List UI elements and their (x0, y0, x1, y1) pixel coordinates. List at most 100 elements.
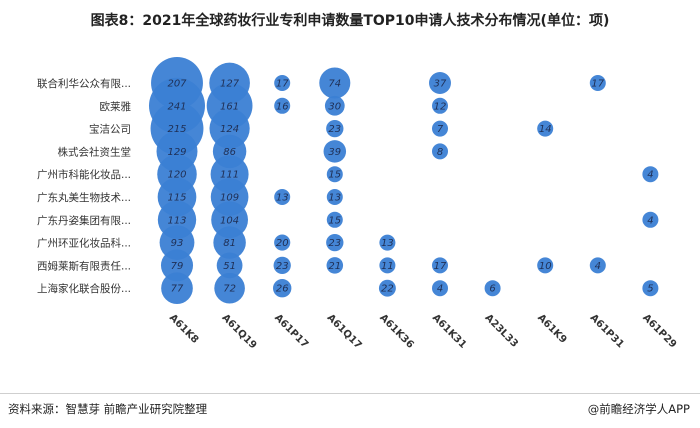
bubble (537, 120, 554, 137)
chart-title: 图表8：2021年全球药妆行业专利申请数量TOP10申请人技术分布情况(单位：项… (90, 13, 610, 29)
x-tick-label: A61Q19 (219, 312, 258, 351)
bubble-value-label: 22 (381, 284, 394, 295)
bubble-value-label: 30 (328, 101, 341, 112)
bubble (319, 67, 351, 99)
bubble-value-label: 86 (223, 147, 236, 158)
bubble (326, 257, 344, 274)
bubble-value-label: 17 (591, 79, 604, 90)
bubble-value-label: 93 (171, 238, 184, 249)
bubble-value-label: 10 (539, 261, 552, 272)
x-tick-label: A61K8 (167, 312, 201, 346)
bubble-value-label: 17 (434, 261, 447, 272)
bubble (429, 72, 451, 94)
bubble (273, 256, 291, 275)
bubble (214, 272, 245, 304)
bubble-value-label: 7 (437, 124, 444, 135)
bubble (432, 257, 448, 274)
bubble-value-label: 20 (276, 238, 289, 249)
bubble (213, 226, 246, 259)
bubble (211, 201, 248, 239)
bubble-value-label: 51 (223, 261, 236, 272)
bubble (326, 233, 344, 252)
bubble-value-label: 15 (328, 215, 341, 226)
bubble (326, 166, 343, 183)
bubble (161, 272, 193, 305)
bubble-value-label: 8 (437, 147, 443, 158)
y-tick-label: 广州环亚化妆品科... (37, 237, 131, 250)
bubble-value-label: 23 (276, 261, 289, 272)
bubble-value-label: 13 (328, 193, 341, 204)
x-tick-label: A61P29 (640, 312, 678, 350)
bubble (379, 234, 396, 251)
bubble-value-label: 12 (434, 101, 447, 112)
bubbles (149, 57, 659, 305)
y-tick-label: 广州市科能化妆品... (37, 168, 131, 181)
bubble (326, 119, 344, 138)
bubble-value-label: 37 (434, 79, 447, 90)
bubble-value-label: 39 (328, 147, 341, 158)
y-tick-label: 宝洁公司 (89, 123, 131, 136)
bubble-value-label: 4 (647, 215, 653, 226)
bubble (432, 120, 448, 137)
bubble-value-label: 5 (647, 284, 653, 295)
bubble (151, 57, 203, 109)
y-tick-label: 欧莱雅 (100, 100, 132, 113)
bubble (274, 234, 291, 251)
x-tick-label: A23L33 (482, 312, 519, 349)
bubble-value-label: 113 (167, 215, 186, 226)
bubble (432, 143, 448, 160)
bubble-value-label: 23 (328, 124, 341, 135)
x-tick-label: A61P17 (272, 312, 310, 350)
bubble-value-label: 23 (328, 238, 341, 249)
bubble-value-label: 14 (539, 124, 552, 135)
x-tick-label: A61Q17 (325, 312, 364, 351)
y-tick-label: 西姆莱斯有限责任... (37, 259, 131, 272)
x-tick-label: A61K36 (377, 312, 415, 350)
bubble-value-label: 13 (276, 193, 289, 204)
bubble (212, 134, 247, 169)
y-tick-label: 广东丸美生物技术... (37, 191, 131, 204)
bubble-value-label: 26 (276, 284, 289, 295)
bubble-value-label: 161 (220, 101, 239, 112)
bubble-value-label: 207 (167, 79, 187, 90)
bubble (209, 62, 250, 104)
bubble-value-label: 6 (489, 284, 495, 295)
bubble-value-label: 74 (328, 79, 341, 90)
bubble (589, 75, 606, 91)
bubble (432, 97, 448, 114)
bubble-value-label: 124 (220, 124, 239, 135)
y-tick-label: 联合利华公众有限... (37, 77, 131, 90)
bubble (216, 252, 243, 279)
y-tick-label: 株式会社资生堂 (58, 145, 132, 158)
bubble-value-label: 17 (276, 79, 289, 90)
bubble-value-label: 16 (276, 101, 289, 112)
y-tick-label: 上海家化联合股份... (37, 282, 131, 295)
bubble-value-label: 129 (167, 147, 186, 158)
bubble (274, 189, 291, 205)
bubble (326, 189, 343, 205)
x-tick-label: A61K31 (430, 312, 468, 350)
bubble-value-label: 21 (328, 261, 341, 272)
bubble-value-label: 111 (220, 170, 239, 181)
bubble (589, 257, 606, 274)
bubble (537, 257, 554, 274)
bubble (274, 75, 291, 91)
bubble-value-label: 13 (381, 238, 394, 249)
bubble-value-label: 11 (381, 261, 394, 272)
bubble (484, 280, 501, 297)
bubble (160, 249, 194, 282)
bubble-value-label: 72 (223, 284, 236, 295)
x-axis-labels: A61K8 A61Q19 A61P17 A61Q17 A61K36 A61K31 A23L3… (167, 312, 679, 351)
bubble-value-label: 127 (220, 79, 240, 90)
bubble (326, 211, 343, 228)
bubble-value-label: 241 (167, 101, 186, 112)
bubble-value-label: 4 (595, 261, 601, 272)
bubble-value-label: 77 (171, 284, 184, 295)
bubble (159, 225, 195, 260)
y-tick-label: 广东丹姿集团有限... (37, 214, 131, 227)
bubble-value-label: 109 (220, 193, 239, 204)
brand-note: @前瞻经济学人APP (587, 402, 690, 416)
bubble (642, 280, 659, 297)
